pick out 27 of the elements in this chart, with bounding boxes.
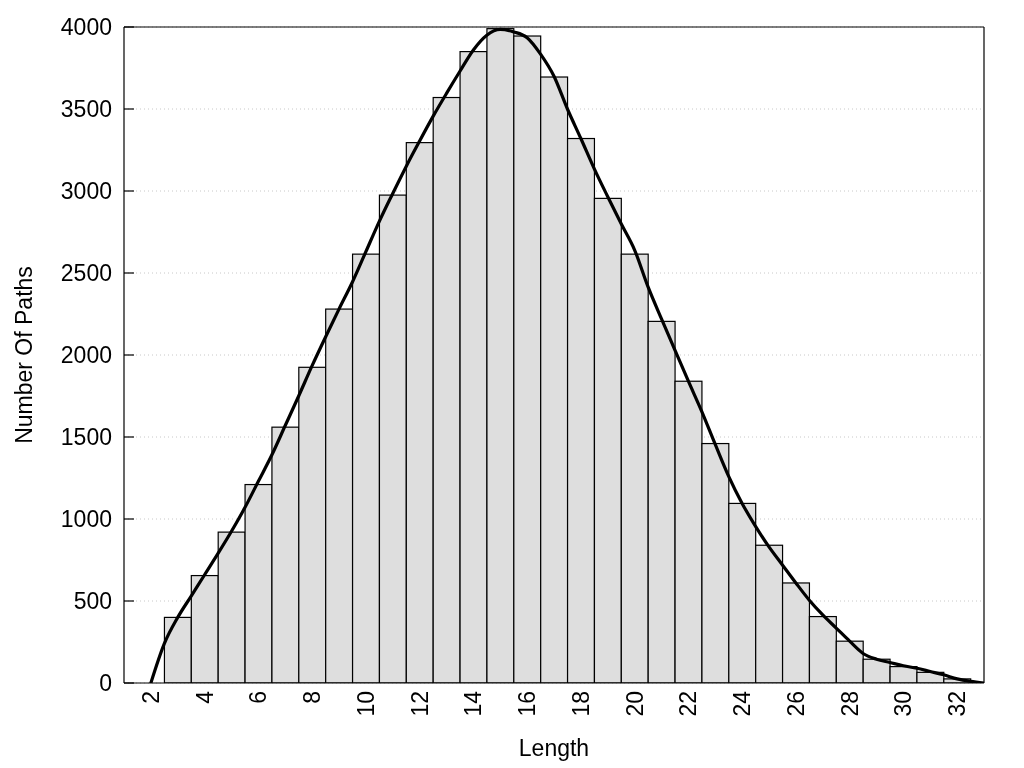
y-tick-label: 0: [99, 670, 112, 696]
y-tick-label: 1000: [60, 506, 112, 532]
x-tick-label: 10: [352, 691, 379, 717]
x-tick-label: 30: [890, 691, 917, 717]
x-tick-label: 4: [191, 690, 218, 704]
y-tick-label: 500: [73, 588, 112, 614]
x-tick-label: 6: [245, 691, 272, 704]
x-axis-title: Length: [518, 735, 590, 761]
y-tick-label: 3500: [60, 96, 112, 122]
y-tick-label: 2500: [60, 260, 112, 286]
y-tick-label: 1500: [60, 424, 112, 450]
x-tick-label: 28: [836, 691, 863, 717]
x-tick-label: 2: [137, 691, 164, 704]
x-tick-label: 24: [729, 690, 756, 717]
x-tick-label: 14: [460, 690, 487, 717]
x-tick-label: 26: [782, 691, 809, 717]
x-tick-label: 16: [514, 691, 541, 717]
x-tick-label: 12: [406, 691, 433, 717]
y-tick-label: 3000: [60, 178, 112, 204]
y-axis-title: Number Of Paths: [11, 266, 37, 444]
x-tick-label: 18: [567, 691, 594, 717]
x-tick-label: 8: [299, 691, 326, 704]
y-tick-label: 4000: [60, 14, 112, 40]
x-tick-label: 22: [675, 691, 702, 717]
x-tick-label: 20: [621, 691, 648, 717]
x-tick-label: 32: [944, 691, 971, 717]
y-tick-label: 2000: [60, 342, 112, 368]
